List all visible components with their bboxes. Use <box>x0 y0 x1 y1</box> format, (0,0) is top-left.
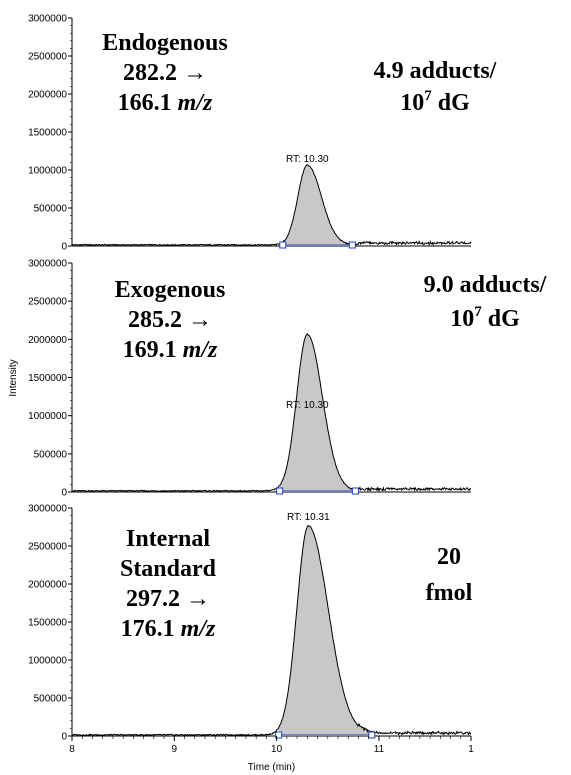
y-tick-label: 2000000 <box>28 90 67 101</box>
y-tick-label: 0 <box>61 732 67 743</box>
y-tick-label: 2000000 <box>28 580 67 591</box>
x-tick-label: 9 <box>172 744 178 755</box>
transition-annotation-line: Standard <box>120 556 217 582</box>
peak-boundary-marker <box>351 487 359 495</box>
transition-annotation-line: Internal <box>126 526 210 552</box>
chromatogram-trace <box>71 333 471 493</box>
y-tick-label: 1500000 <box>28 128 67 139</box>
quantitation-line: 107 dG <box>450 304 520 332</box>
x-tick-label: 11 <box>374 744 385 755</box>
mz-unit: m/z <box>178 90 213 116</box>
transition-annotation-line: 285.2 → <box>128 307 212 333</box>
transition-annotation-line: Exogenous <box>115 277 226 303</box>
mz-value: 166.1 <box>118 90 178 116</box>
chromatogram-trace <box>71 164 472 247</box>
y-tick-label: 1500000 <box>28 373 67 384</box>
quantitation-line: 107 dG <box>400 88 470 116</box>
y-tick-label: 2500000 <box>28 297 67 308</box>
y-tick-label: 1000000 <box>28 166 67 177</box>
retention-time-label: RT: 10.30 <box>286 400 329 411</box>
y-tick-label: 2500000 <box>28 52 67 63</box>
y-tick-label: 500000 <box>34 449 68 460</box>
y-tick-label: 1500000 <box>28 618 67 629</box>
y-tick-label: 2000000 <box>28 335 67 346</box>
y-tick-label: 2500000 <box>28 542 67 553</box>
mz-value: 169.1 <box>123 337 183 363</box>
power-exponent: 7 <box>474 304 482 320</box>
peak-boundary-marker <box>275 731 283 739</box>
y-tick-label: 500000 <box>34 204 68 215</box>
y-axis-title: Intensity <box>8 359 19 396</box>
quantitation-line: 20 <box>437 544 461 570</box>
y-tick-label: 0 <box>61 488 67 499</box>
y-tick-label: 3000000 <box>28 259 67 270</box>
retention-time-label: RT: 10.31 <box>287 512 330 523</box>
peak-area <box>278 525 372 736</box>
transition-annotation-line: 169.1 m/z <box>123 337 218 363</box>
mz-value: 176.1 <box>121 616 181 642</box>
y-tick-label: 500000 <box>34 694 68 705</box>
transition-annotation-line: 282.2 → <box>123 60 207 86</box>
transition-annotation-line: 166.1 m/z <box>118 90 213 116</box>
mz-unit: m/z <box>181 616 216 642</box>
power-unit: dG <box>482 306 520 332</box>
y-tick-label: 0 <box>61 242 67 253</box>
y-tick-label: 1000000 <box>28 656 67 667</box>
power-base: 10 <box>450 306 474 332</box>
quantitation-line: 9.0 adducts/ <box>424 272 547 298</box>
quantitation-line: 4.9 adducts/ <box>374 58 497 84</box>
power-unit: dG <box>432 90 470 116</box>
x-tick-label: 10 <box>271 744 283 755</box>
panel-endogenous: 0 500000 1000000 1500000 2000000 2500000 30000… <box>28 14 497 253</box>
power-base: 10 <box>400 90 424 116</box>
x-tick-label: 1 <box>468 744 474 755</box>
retention-time-label: RT: 10.30 <box>286 154 329 165</box>
y-tick-label: 1000000 <box>28 411 67 422</box>
transition-annotation-line: 176.1 m/z <box>121 616 216 642</box>
peak-boundary-marker <box>348 241 356 249</box>
y-tick-label: 3000000 <box>28 14 67 25</box>
transition-annotation-line: 297.2 → <box>126 586 210 612</box>
peak-boundary-marker <box>279 241 287 249</box>
peak-boundary-marker <box>276 487 284 495</box>
x-tick-label: 8 <box>69 744 75 755</box>
quantitation-line: fmol <box>426 580 473 606</box>
chromatogram-trace <box>71 524 472 737</box>
transition-annotation-line: Endogenous <box>102 30 227 56</box>
panel-internal-standard: 0 500000 1000000 1500000 2000000 2500000 30000… <box>28 504 473 743</box>
power-exponent: 7 <box>424 88 432 104</box>
peak-boundary-marker <box>368 731 376 739</box>
mz-unit: m/z <box>183 337 218 363</box>
x-axis-title: Time (min) <box>248 762 295 773</box>
panel-exogenous: 0 500000 1000000 1500000 2000000 2500000 30000… <box>28 259 547 499</box>
y-tick-label: 3000000 <box>28 504 67 515</box>
peak-area <box>282 164 353 246</box>
peak-area <box>279 333 356 492</box>
